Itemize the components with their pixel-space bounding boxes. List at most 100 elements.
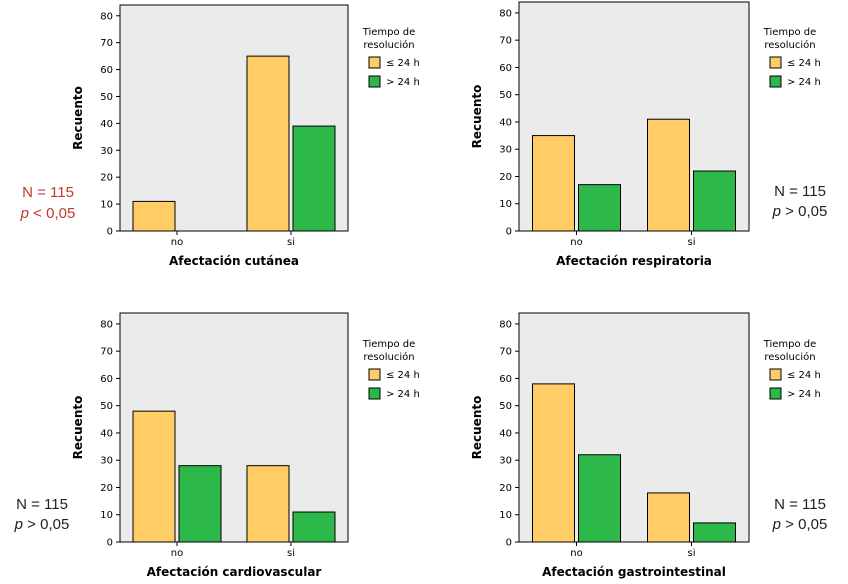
p-value-text: p > 0,05 (14, 516, 70, 533)
legend-item-label: ≤ 24 h (787, 58, 821, 69)
p-comparison: > 0,05 (23, 516, 69, 533)
sample-size-text: N = 115 (16, 496, 68, 513)
y-tick-label: 10 (100, 200, 113, 211)
bar-no-series-1 (532, 135, 575, 232)
y-tick-label: 30 (499, 456, 512, 467)
legend-item-label: > 24 h (787, 389, 821, 400)
y-tick-label: 20 (499, 483, 512, 494)
bar-no-series-2 (578, 454, 621, 543)
legend-title: Tiempo de (362, 27, 416, 38)
p-symbol: p (14, 516, 23, 533)
x-tick-label: si (688, 548, 696, 559)
legend-title: Tiempo de (763, 27, 817, 38)
x-tick-label: si (287, 237, 295, 248)
bar-si-series-1 (246, 55, 290, 232)
bar-si-series-1 (647, 118, 690, 232)
x-axis-label: Afectación gastrointestinal (542, 565, 726, 579)
legend-swatch (368, 75, 381, 88)
legend-item-label: > 24 h (386, 389, 420, 400)
y-tick-label: 80 (100, 319, 113, 330)
legend-item-label: ≤ 24 h (787, 370, 821, 381)
y-tick-label: 80 (499, 8, 512, 19)
y-tick-label: 60 (499, 63, 512, 74)
y-tick-label: 60 (499, 374, 512, 385)
legend-swatch (368, 56, 381, 69)
y-tick-label: 80 (100, 11, 113, 22)
legend-swatch (769, 368, 782, 381)
y-tick-label: 0 (506, 227, 512, 238)
x-tick-label: si (287, 548, 295, 559)
legend-swatch (769, 387, 782, 400)
legend-title: resolución (764, 351, 815, 363)
y-axis-label: Recuento (71, 396, 85, 460)
chart-panel-1: 0 10 20 30 40 50 60 70 80 no si Afectación cutánea R… (20, 4, 420, 268)
y-axis-label: Recuento (470, 396, 484, 460)
y-tick-label: 40 (100, 119, 113, 130)
legend-swatch (769, 75, 782, 88)
sample-size-text: N = 115 (774, 183, 826, 200)
p-value-text: p < 0,05 (20, 205, 76, 222)
bar-si-series-1 (246, 465, 290, 543)
legend-item-label: ≤ 24 h (386, 370, 420, 381)
bar-si-series-2 (693, 170, 736, 232)
sample-size-text: N = 115 (774, 496, 826, 513)
legend-swatch (769, 56, 782, 69)
y-tick-label: 50 (499, 401, 512, 412)
y-tick-label: 60 (100, 374, 113, 385)
legend-title: resolución (363, 39, 414, 51)
p-value-text: p > 0,05 (772, 203, 828, 220)
y-tick-label: 0 (107, 227, 113, 238)
x-tick-label: no (171, 237, 183, 248)
x-axis-label: Afectación cutánea (169, 254, 299, 268)
y-tick-label: 30 (100, 456, 113, 467)
legend-swatch (368, 387, 381, 400)
bar-no-series-1 (132, 410, 176, 543)
y-tick-label: 70 (499, 36, 512, 47)
bar-no-series-2 (578, 184, 621, 232)
p-value-text: p > 0,05 (772, 516, 828, 533)
p-comparison: < 0,05 (29, 205, 75, 222)
p-symbol: p (772, 516, 781, 533)
y-tick-label: 30 (499, 145, 512, 156)
y-axis-label: Recuento (71, 86, 85, 150)
legend-title: resolución (764, 39, 815, 51)
y-tick-label: 0 (107, 538, 113, 549)
bar-si-series-1 (647, 492, 690, 543)
legend-item-label: > 24 h (787, 77, 821, 88)
y-tick-label: 50 (499, 90, 512, 101)
chart-panel-2: 0 10 20 30 40 50 60 70 80 no si Afectación respirat… (470, 1, 828, 268)
y-tick-label: 80 (499, 319, 512, 330)
legend-title: Tiempo de (362, 339, 416, 350)
y-tick-label: 60 (100, 65, 113, 76)
legend-item-label: ≤ 24 h (386, 58, 420, 69)
chart-panel-3: 0 10 20 30 40 50 60 70 80 no si Afectación cardiova… (14, 312, 420, 579)
y-tick-label: 70 (499, 347, 512, 358)
p-comparison: > 0,05 (781, 516, 827, 533)
y-tick-label: 40 (100, 428, 113, 439)
legend-title: Tiempo de (763, 339, 817, 350)
y-tick-label: 50 (100, 92, 113, 103)
p-symbol: p (772, 203, 781, 220)
y-tick-label: 40 (499, 117, 512, 128)
legend-title: resolución (363, 351, 414, 363)
y-tick-label: 30 (100, 146, 113, 157)
y-axis-label: Recuento (470, 85, 484, 149)
x-tick-label: no (171, 548, 183, 559)
p-comparison: > 0,05 (781, 203, 827, 220)
x-tick-label: si (688, 237, 696, 248)
x-axis-label: Afectación respiratoria (556, 254, 712, 268)
chart-panel-4: 0 10 20 30 40 50 60 70 80 no si Afectación gastroin… (470, 312, 828, 579)
x-tick-label: no (570, 548, 582, 559)
legend-item-label: > 24 h (386, 77, 420, 88)
x-axis-label: Afectación cardiovascular (147, 565, 322, 579)
x-tick-label: no (570, 237, 582, 248)
y-tick-label: 40 (499, 428, 512, 439)
y-tick-label: 10 (100, 510, 113, 521)
sample-size-text: N = 115 (22, 184, 74, 201)
y-tick-label: 70 (100, 347, 113, 358)
